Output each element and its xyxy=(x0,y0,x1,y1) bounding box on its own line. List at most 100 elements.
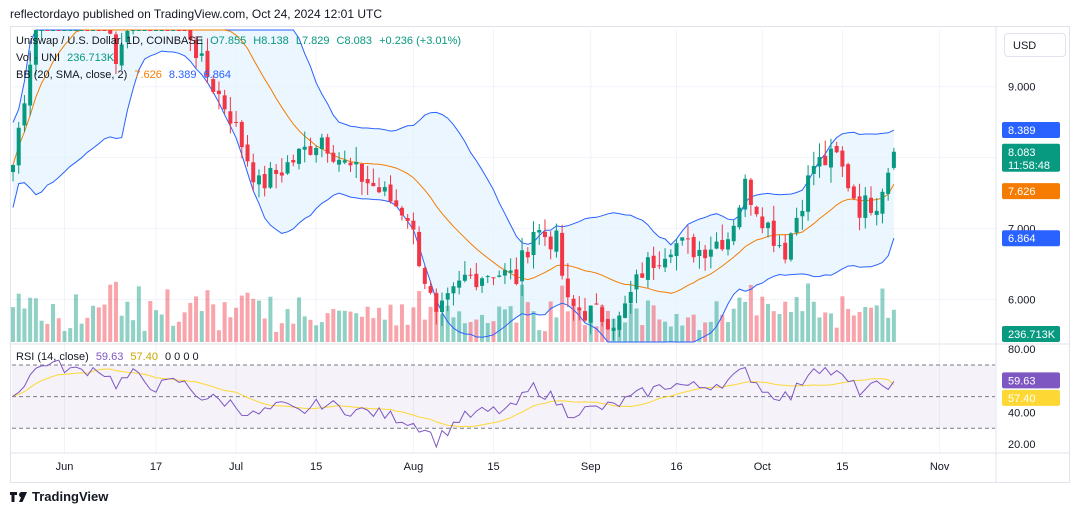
candle-body xyxy=(302,146,307,150)
candle-body xyxy=(102,30,107,31)
volume-bar xyxy=(262,318,267,342)
volume-bar xyxy=(663,321,668,342)
volume-label[interactable]: Vol · UNI xyxy=(16,52,61,64)
last-price-badge-text: 8.083 xyxy=(1008,147,1036,159)
time-axis-label: 17 xyxy=(150,461,162,473)
volume-bar xyxy=(674,313,679,342)
rsi-axis-label: 80.00 xyxy=(1008,344,1036,356)
volume-bar xyxy=(485,323,490,342)
candle-body xyxy=(422,268,427,284)
candle-body xyxy=(51,30,56,31)
footer-brand: TradingView xyxy=(10,489,108,504)
volume-bar xyxy=(16,293,21,342)
volume-bar xyxy=(726,322,730,342)
candle-body xyxy=(354,161,359,165)
basis-badge xyxy=(1002,183,1060,200)
candle-body xyxy=(537,229,542,233)
currency-selector[interactable]: USD xyxy=(1004,33,1066,57)
volume-bar xyxy=(731,308,736,342)
time-axis-label: 15 xyxy=(310,461,322,473)
rsi-axis-label: 20.00 xyxy=(1008,439,1036,451)
volume-bar xyxy=(251,298,256,342)
candle-body xyxy=(777,245,782,247)
candle-body xyxy=(531,232,536,256)
volume-bar xyxy=(891,309,896,342)
volume-badge-text: 236.713K xyxy=(1008,329,1056,341)
candle-body xyxy=(171,30,176,31)
candle-body xyxy=(199,53,204,56)
candle-body xyxy=(28,64,33,106)
time-axis-label: Aug xyxy=(404,461,424,473)
volume-bar xyxy=(771,311,776,342)
candle-body xyxy=(783,242,788,260)
candle-body xyxy=(817,157,822,167)
rsi-value: 59.63 xyxy=(95,351,124,363)
volume-bar xyxy=(760,296,765,342)
volume-bar xyxy=(319,322,324,342)
volume-bar xyxy=(348,311,353,342)
time-axis-label: Jul xyxy=(229,461,243,473)
candle-body xyxy=(554,230,559,252)
volume-bar xyxy=(136,286,141,342)
price-axis-label: 6.000 xyxy=(1008,294,1036,306)
candle-body xyxy=(222,95,227,110)
candle-body xyxy=(583,311,587,321)
candle-body xyxy=(285,162,290,174)
volume-bar xyxy=(480,314,485,342)
lower-band-badge xyxy=(1002,230,1060,247)
volume-bar xyxy=(886,317,891,342)
volume-bar xyxy=(314,325,319,342)
time-axis-label: Oct xyxy=(754,461,771,473)
candle-body xyxy=(542,231,547,238)
volume-bar xyxy=(325,313,330,342)
volume-bar xyxy=(28,297,33,342)
volume-bar xyxy=(85,317,90,342)
candle-body xyxy=(262,174,267,189)
volume-bar xyxy=(108,284,113,342)
candle-body xyxy=(788,233,793,260)
volume-badge xyxy=(1002,326,1060,342)
candle-body xyxy=(371,182,376,187)
volume-bar xyxy=(302,316,307,342)
candle-body xyxy=(514,269,519,284)
candle-body xyxy=(399,207,404,216)
rsi-axis-label: 40.00 xyxy=(1008,407,1036,419)
candle-body xyxy=(617,315,622,330)
symbol-label[interactable]: Uniswap / U.S. Dollar, 1D, COINBASE xyxy=(16,35,204,47)
volume-bar xyxy=(468,322,473,342)
candle-body xyxy=(405,218,410,221)
volume-bar xyxy=(222,302,227,342)
candle-body xyxy=(880,191,885,214)
candle-body xyxy=(560,232,565,276)
volume-bar xyxy=(388,304,393,342)
volume-bar xyxy=(823,312,828,342)
volume-bar xyxy=(657,319,662,342)
volume-bar xyxy=(125,301,130,342)
rsi-label[interactable]: RSI (14, close) xyxy=(16,351,89,363)
candle-body xyxy=(474,273,479,288)
footer-brand-label: TradingView xyxy=(32,489,109,504)
candle-body xyxy=(520,250,525,282)
tradingview-logo-icon xyxy=(10,491,27,502)
bollinger-band-fill xyxy=(13,30,894,342)
volume-bar xyxy=(148,300,153,342)
volume-bar xyxy=(857,312,862,342)
candle-body xyxy=(239,122,244,148)
candle-body xyxy=(634,274,639,290)
candle-body xyxy=(623,303,628,318)
last-price-badge-text: 11:58:48 xyxy=(1008,160,1050,172)
volume-bar xyxy=(159,314,164,342)
bb-label[interactable]: BB (20, SMA, close, 2) xyxy=(16,69,128,81)
candle-body xyxy=(628,291,633,304)
volume-bar xyxy=(462,323,467,342)
publisher-header: reflectordayo published on TradingView.c… xyxy=(10,7,382,21)
candle-body xyxy=(79,30,84,31)
candle-body xyxy=(874,210,879,215)
volume-bar xyxy=(142,330,147,342)
chart-frame[interactable] xyxy=(10,26,1070,483)
candle-body xyxy=(365,179,370,184)
candle-body xyxy=(39,30,44,31)
currency-label: USD xyxy=(1013,40,1037,52)
volume-bar xyxy=(548,301,553,342)
